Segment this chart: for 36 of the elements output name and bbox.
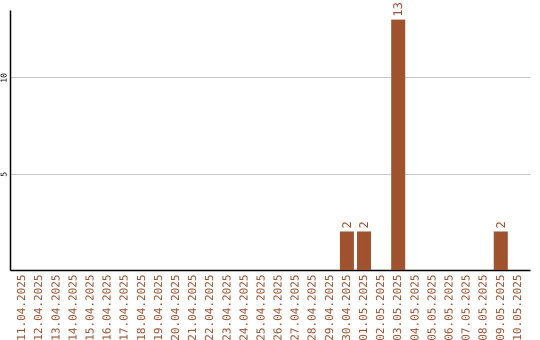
- x-tick-label: 19.04.2025: [152, 274, 165, 340]
- x-tick-label: 21.04.2025: [186, 274, 200, 340]
- x-tick-label: 11.04.2025: [15, 274, 28, 340]
- x-tick-label: 02.05.2025: [374, 274, 388, 340]
- y-tick-label: 5: [0, 172, 8, 177]
- x-tick-label: 28.04.2025: [306, 274, 319, 340]
- x-tick-label: 15.04.2025: [84, 274, 97, 340]
- x-tick-label: 08.05.2025: [476, 274, 490, 340]
- x-tick-label: 29.04.2025: [322, 274, 336, 340]
- data-label: 13: [391, 2, 406, 17]
- data-label: 2: [357, 221, 372, 228]
- x-tick-label: 23.04.2025: [220, 274, 234, 340]
- y-tick-label: 10: [0, 72, 8, 83]
- x-tick-label: 30.04.2025: [340, 274, 353, 340]
- x-tick-label: 06.05.2025: [442, 274, 456, 340]
- data-label: 2: [340, 221, 354, 228]
- x-tick-label: 07.05.2025: [460, 274, 473, 340]
- x-tick-label: 20.04.2025: [168, 274, 182, 340]
- x-tick-label: 26.04.2025: [272, 274, 285, 340]
- x-tick-label: 24.04.2025: [237, 274, 250, 340]
- x-tick-label: 14.04.2025: [66, 274, 80, 340]
- x-tick-label: 18.04.2025: [134, 274, 148, 340]
- x-tick-label: 01.05.2025: [357, 274, 370, 340]
- x-tick-label: 13.04.2025: [49, 274, 62, 340]
- x-tick-label: 27.04.2025: [288, 274, 302, 340]
- x-tick-label: 05.05.2025: [425, 274, 438, 340]
- x-tick-label: 10.05.2025: [510, 274, 524, 340]
- x-tick-label: 04.05.2025: [408, 274, 422, 340]
- x-tick-label: 17.04.2025: [118, 274, 131, 340]
- x-tick-label: 25.04.2025: [254, 274, 268, 340]
- x-tick-label: 16.04.2025: [100, 274, 114, 340]
- data-label: 2: [494, 221, 508, 228]
- x-tick-label: 09.05.2025: [494, 274, 507, 340]
- x-tick-label: 12.04.2025: [32, 274, 46, 340]
- x-tick-label: 22.04.2025: [203, 274, 216, 340]
- x-tick-label: 03.05.2025: [391, 274, 404, 340]
